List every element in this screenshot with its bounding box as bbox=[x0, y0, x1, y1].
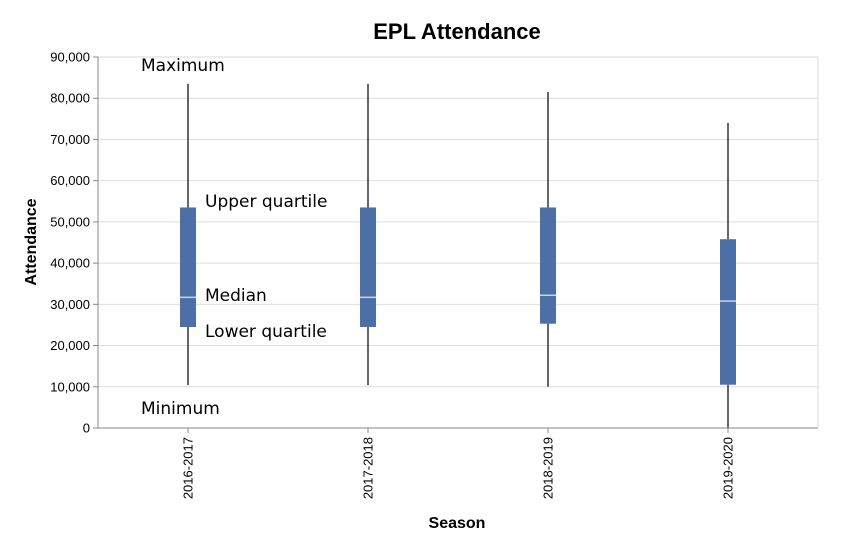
y-tick-label: 50,000 bbox=[50, 214, 90, 229]
annotation-maximum: Maximum bbox=[141, 56, 225, 76]
iqr-box bbox=[720, 239, 736, 385]
annotation-minimum: Minimum bbox=[141, 399, 220, 419]
y-tick-label: 40,000 bbox=[50, 256, 90, 271]
box-2017-2018 bbox=[360, 83, 376, 386]
annotations: Maximum Upper quartile Median Lower quar… bbox=[141, 56, 327, 419]
box-2018-2019 bbox=[540, 92, 556, 387]
boxes bbox=[180, 83, 736, 428]
x-axis-title: Season bbox=[429, 515, 486, 532]
iqr-box bbox=[540, 207, 556, 324]
annotation-upper-quartile: Upper quartile bbox=[205, 192, 327, 212]
y-axis-ticks: 0 10,000 20,000 30,000 40,000 50,000 60,000 70,… bbox=[50, 50, 98, 436]
y-tick-label: 60,000 bbox=[50, 173, 90, 188]
iqr-box bbox=[180, 207, 196, 328]
iqr-box bbox=[360, 207, 376, 328]
x-tick-label: 2018-2019 bbox=[541, 437, 556, 499]
x-axis-ticks: 2016-2017 2017-2018 2018-2019 2019-2020 bbox=[181, 428, 736, 499]
plot-frame bbox=[97, 56, 819, 429]
y-tick-label: 70,000 bbox=[50, 132, 90, 147]
y-tick-label: 20,000 bbox=[50, 338, 90, 353]
y-tick-label: 10,000 bbox=[50, 379, 90, 394]
x-tick-label: 2019-2020 bbox=[721, 437, 736, 499]
box-2019-2020 bbox=[720, 122, 736, 428]
y-tick-label: 90,000 bbox=[50, 50, 90, 65]
x-tick-label: 2017-2018 bbox=[361, 437, 376, 499]
x-tick-label: 2016-2017 bbox=[181, 437, 196, 499]
y-tick-label: 80,000 bbox=[50, 91, 90, 106]
annotation-lower-quartile: Lower quartile bbox=[205, 322, 327, 342]
chart-title: EPL Attendance bbox=[373, 19, 540, 44]
y-tick-label: 0 bbox=[83, 421, 90, 436]
y-axis-title: Attendance bbox=[23, 198, 40, 285]
annotation-median: Median bbox=[205, 286, 267, 306]
y-tick-label: 30,000 bbox=[50, 297, 90, 312]
box-2016-2017 bbox=[180, 83, 196, 386]
